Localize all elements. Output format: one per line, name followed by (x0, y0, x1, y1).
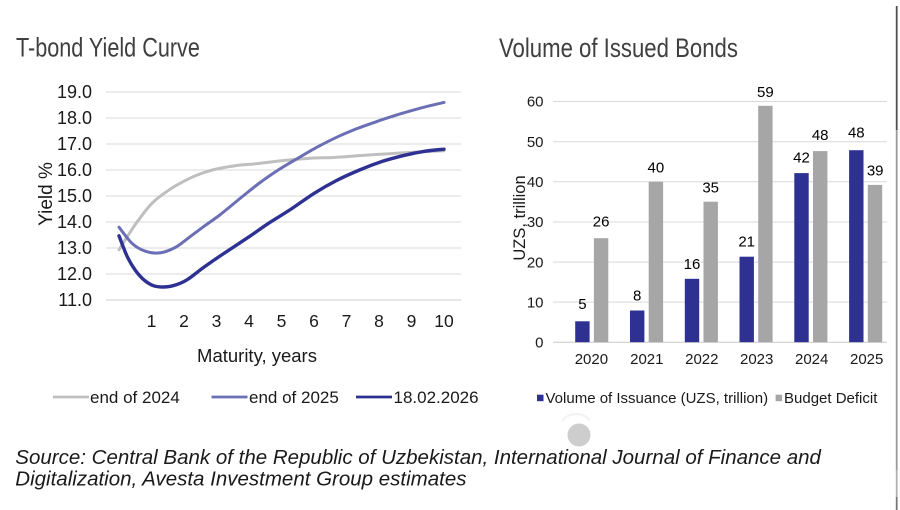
svg-text:39: 39 (867, 163, 884, 180)
svg-text:0: 0 (535, 334, 543, 351)
svg-text:5: 5 (277, 311, 287, 331)
svg-text:19.0: 19.0 (57, 82, 92, 102)
svg-text:12.0: 12.0 (57, 264, 92, 284)
svg-text:2023: 2023 (740, 351, 773, 368)
svg-text:8: 8 (374, 311, 384, 331)
svg-text:16.0: 16.0 (57, 160, 92, 180)
svg-text:4: 4 (244, 311, 254, 331)
svg-text:Yield %: Yield % (36, 162, 57, 226)
svg-text:15.0: 15.0 (57, 186, 92, 206)
svg-text:2: 2 (179, 311, 189, 331)
svg-text:14.0: 14.0 (57, 212, 92, 232)
svg-text:Budget Deficit: Budget Deficit (784, 390, 878, 407)
svg-text:Volume of Issuance (UZS, trill: Volume of Issuance (UZS, trillion) (546, 390, 769, 407)
svg-text:40: 40 (527, 174, 544, 191)
svg-text:Source: Central Bank of the Re: Source: Central Bank of the Republic of … (15, 446, 821, 469)
svg-text:26: 26 (593, 214, 610, 231)
svg-text:18.02.2026: 18.02.2026 (394, 388, 479, 407)
svg-text:60: 60 (527, 94, 544, 111)
svg-text:11.0: 11.0 (58, 290, 92, 310)
svg-text:6: 6 (309, 311, 319, 331)
svg-text:40: 40 (648, 160, 665, 177)
svg-text:13.0: 13.0 (57, 238, 92, 258)
svg-text:7: 7 (342, 311, 352, 331)
svg-text:2020: 2020 (575, 351, 608, 368)
svg-text:10: 10 (434, 311, 454, 331)
svg-text:35: 35 (702, 180, 719, 197)
svg-text:17.0: 17.0 (57, 134, 92, 154)
svg-text:3: 3 (212, 311, 222, 331)
svg-text:10: 10 (527, 294, 544, 311)
svg-text:2024: 2024 (795, 351, 828, 368)
svg-text:Volume of Issued Bonds: Volume of Issued Bonds (499, 34, 738, 64)
svg-text:end of 2025: end of 2025 (249, 388, 339, 407)
svg-text:48: 48 (812, 127, 829, 144)
svg-text:1: 1 (147, 311, 157, 331)
svg-text:5: 5 (578, 296, 586, 313)
svg-text:48: 48 (848, 125, 865, 142)
svg-text:2021: 2021 (630, 351, 663, 368)
svg-text:T-bond Yield Curve: T-bond Yield Curve (16, 33, 200, 63)
svg-text:8: 8 (633, 288, 641, 305)
svg-text:21: 21 (738, 234, 755, 251)
svg-text:20: 20 (527, 254, 544, 271)
svg-text:Maturity, years: Maturity, years (197, 345, 317, 366)
svg-text:59: 59 (757, 84, 774, 101)
svg-text:2022: 2022 (685, 351, 718, 368)
svg-text:end of 2024: end of 2024 (90, 388, 180, 407)
svg-text:18.0: 18.0 (57, 108, 92, 128)
svg-text:Digitalization, Avesta Investm: Digitalization, Avesta Investment Group … (15, 468, 466, 491)
svg-text:UZS, trillion: UZS, trillion (511, 175, 529, 260)
svg-text:50: 50 (527, 134, 544, 151)
svg-text:42: 42 (793, 150, 810, 167)
svg-text:2025: 2025 (850, 351, 883, 368)
svg-text:16: 16 (684, 256, 701, 273)
svg-text:30: 30 (527, 214, 544, 231)
svg-text:9: 9 (407, 311, 417, 331)
